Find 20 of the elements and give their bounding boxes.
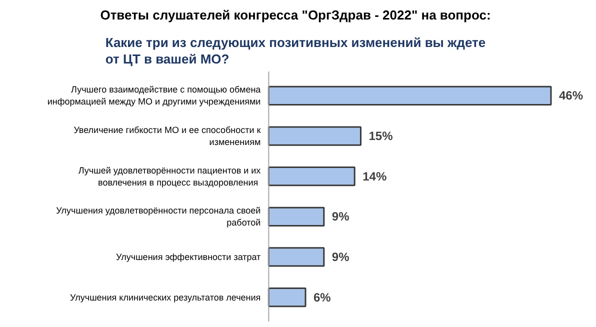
y-tick-label: Увеличение гибкости МО и ее способности к изменениям	[74, 125, 261, 148]
y-tick-label: Улучшения удовлетворённости персонала своей работой	[56, 206, 261, 228]
bar	[268, 206, 325, 226]
data-label: 6%	[314, 290, 332, 304]
data-label: 9%	[332, 250, 350, 264]
y-tick-label: Лучшей удовлетворённости пациентов и их вовлечения в процесс выздоровления	[78, 165, 262, 188]
chart-subtitle: Какие три из следующих позитивных изменений вы ждете от ЦТ в вашей МО?	[105, 35, 486, 66]
chart-title: Ответы слушателей конгресса "ОргЗдрав - 2022" на вопрос:	[100, 8, 491, 22]
data-label: 15%	[368, 129, 394, 144]
bar	[268, 126, 362, 146]
bar	[268, 287, 306, 308]
y-tick-label: Лучшего взаимодействие с помощью обмена информацией между МО и другими учреждениями	[47, 84, 261, 107]
y-tick-label: Улучшения эффективности затрат	[116, 252, 261, 262]
y-tick-label: Улучшения клинических результатов лечения	[70, 292, 261, 302]
data-label: 9%	[332, 210, 350, 224]
bar	[268, 247, 325, 267]
data-label: 46%	[558, 88, 584, 103]
bar	[268, 86, 552, 106]
data-label: 14%	[362, 169, 387, 184]
bar	[268, 166, 356, 186]
